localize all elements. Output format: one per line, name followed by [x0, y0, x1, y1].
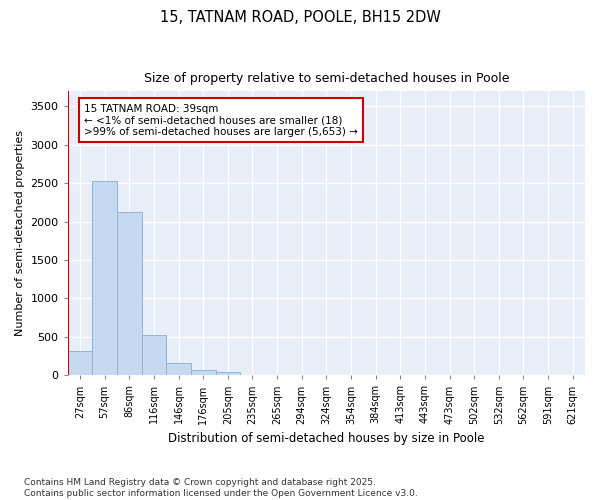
Bar [166, 364, 191, 376]
Bar [117, 212, 142, 376]
Bar [92, 181, 117, 376]
Text: 15, TATNAM ROAD, POOLE, BH15 2DW: 15, TATNAM ROAD, POOLE, BH15 2DW [160, 10, 440, 25]
X-axis label: Distribution of semi-detached houses by size in Poole: Distribution of semi-detached houses by … [168, 432, 485, 445]
Title: Size of property relative to semi-detached houses in Poole: Size of property relative to semi-detach… [143, 72, 509, 86]
Bar [191, 370, 215, 376]
Bar [215, 372, 240, 376]
Text: 15 TATNAM ROAD: 39sqm
← <1% of semi-detached houses are smaller (18)
>99% of sem: 15 TATNAM ROAD: 39sqm ← <1% of semi-deta… [84, 104, 358, 137]
Text: Contains HM Land Registry data © Crown copyright and database right 2025.
Contai: Contains HM Land Registry data © Crown c… [24, 478, 418, 498]
Y-axis label: Number of semi-detached properties: Number of semi-detached properties [15, 130, 25, 336]
Bar [68, 350, 92, 376]
Bar [142, 335, 166, 376]
